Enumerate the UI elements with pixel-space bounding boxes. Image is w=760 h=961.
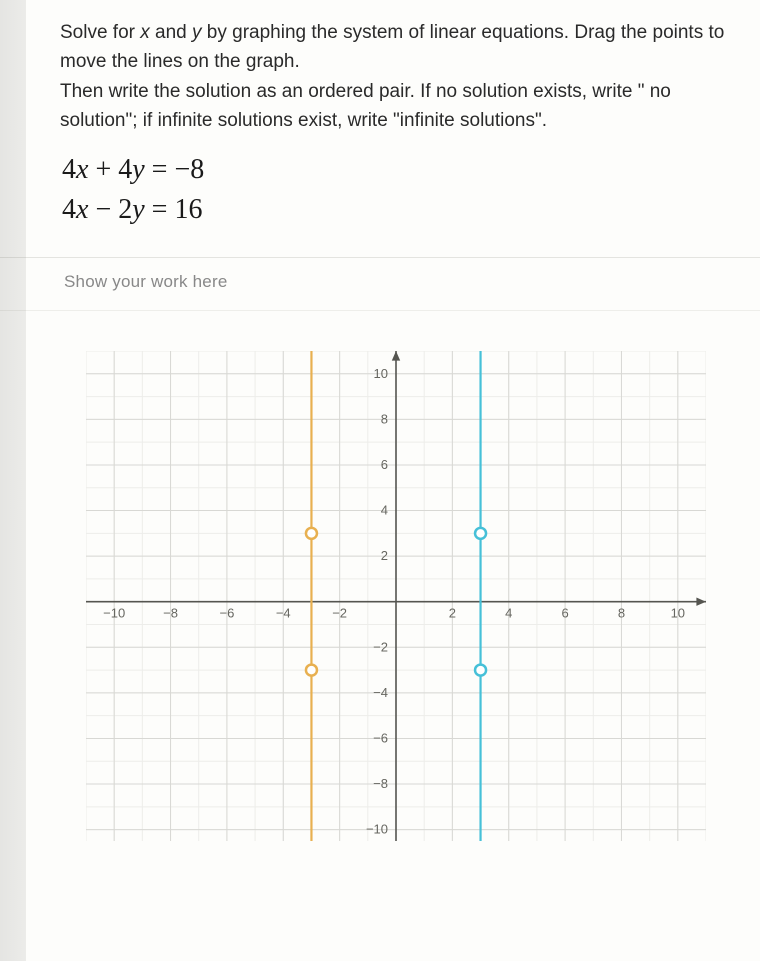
y-tick-label: −10 [366,822,388,837]
orange-drag-point-1[interactable] [306,528,317,539]
x-tick-label: 4 [505,606,512,621]
x-tick-label: −10 [103,606,125,621]
x-tick-label: 6 [561,606,568,621]
x-tick-label: −6 [219,606,234,621]
orange-drag-point-2[interactable] [306,665,317,676]
prompt-text-1: Solve for x and y by graphing the system… [60,22,724,72]
y-tick-label: −4 [373,685,388,700]
blue-drag-point-2[interactable] [475,665,486,676]
x-tick-label: 2 [449,606,456,621]
x-tick-label: 10 [671,606,685,621]
blue-drag-point-1[interactable] [475,528,486,539]
equations-block: 4x + 4y = −8 4x − 2y = 16 [62,150,732,231]
equation-1: 4x + 4y = −8 [62,150,732,191]
y-tick-label: −6 [373,730,388,745]
y-tick-label: 8 [381,411,388,426]
y-tick-label: −8 [373,776,388,791]
page-container: Solve for x and y by graphing the system… [0,0,760,961]
x-tick-label: −4 [276,606,291,621]
coordinate-grid[interactable]: −10 −8 −6 −4 −2 2 4 6 8 10 10 8 6 4 2 −2 −4 −6 −8 −10 [86,351,706,841]
question-prompt: Solve for x and y by graphing the system… [60,18,732,136]
y-tick-label: 2 [381,548,388,563]
prompt-text-2: Then write the solution as an ordered pa… [60,81,671,131]
x-tick-label: 8 [618,606,625,621]
screen-left-bezel [0,0,26,961]
y-tick-label: 4 [381,502,388,517]
x-tick-label: −8 [163,606,178,621]
equation-2: 4x − 2y = 16 [62,190,732,231]
y-tick-label: 10 [374,366,388,381]
show-work-label[interactable]: Show your work here [60,258,732,310]
x-tick-label: −2 [332,606,347,621]
y-tick-label: −2 [373,639,388,654]
y-tick-label: 6 [381,457,388,472]
graph-area: −10 −8 −6 −4 −2 2 4 6 8 10 10 8 6 4 2 −2 −4 −6 −8 −10 [60,311,732,841]
